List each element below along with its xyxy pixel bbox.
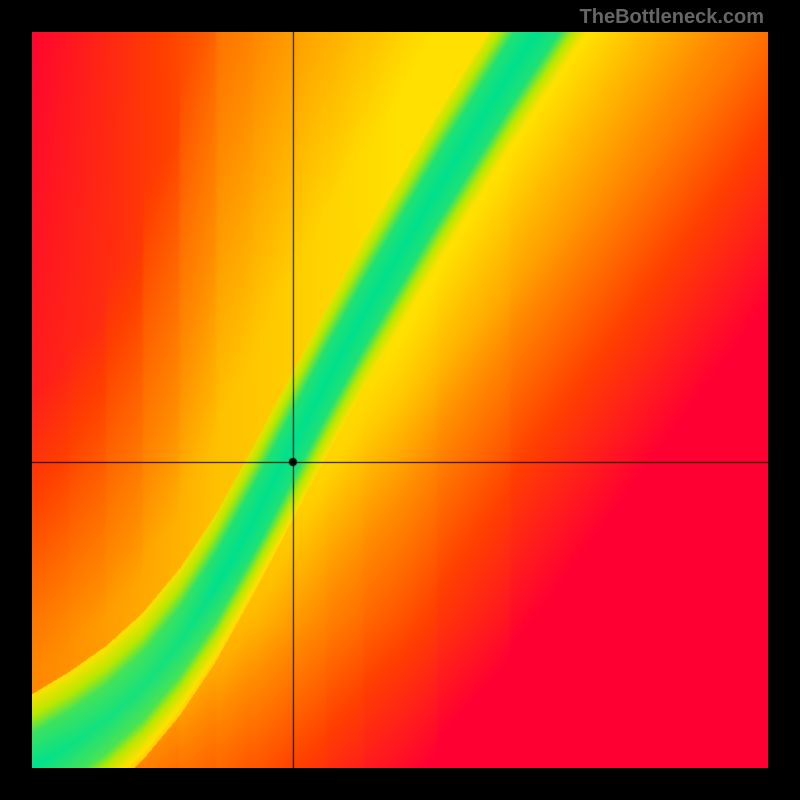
chart-container: TheBottleneck.com	[0, 0, 800, 800]
plot-area	[32, 32, 768, 768]
bottleneck-heatmap	[32, 32, 768, 768]
watermark-text: TheBottleneck.com	[580, 6, 764, 29]
